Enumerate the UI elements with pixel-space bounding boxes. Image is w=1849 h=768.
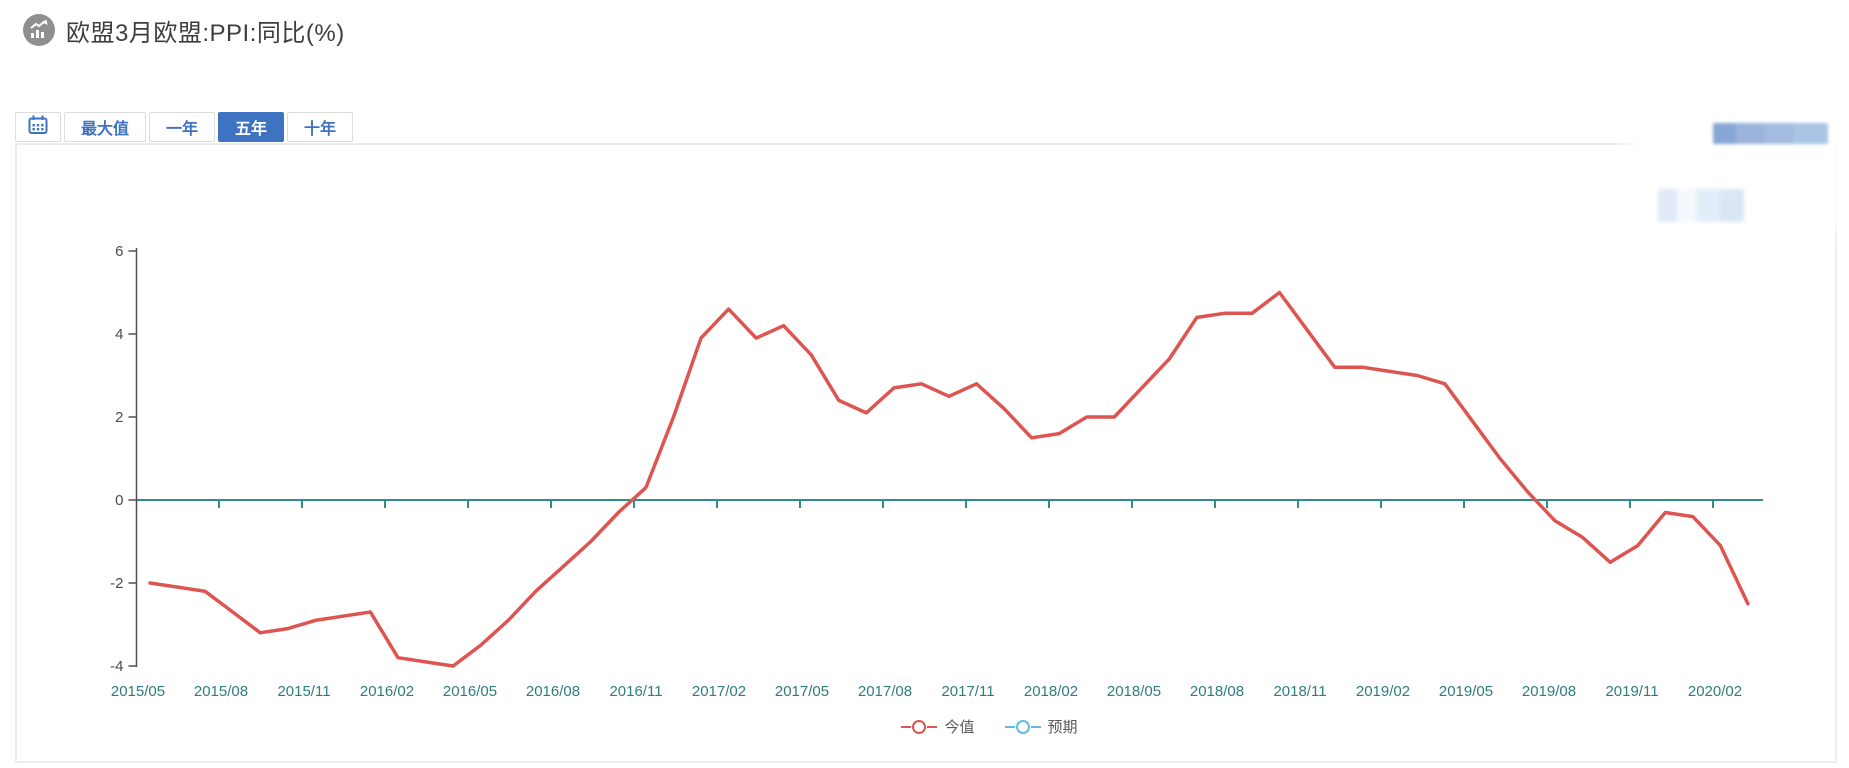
y-tick-label: -4	[110, 658, 123, 675]
chart-legend: 今值 预期	[901, 716, 1078, 737]
range-button-one-year[interactable]: 一年	[149, 112, 216, 142]
x-tick-label: 2015/05	[111, 683, 165, 700]
range-button-ten-year[interactable]: 十年	[287, 112, 354, 142]
x-tick-label: 2016/05	[443, 683, 497, 700]
x-tick-label: 2020/02	[1688, 683, 1742, 700]
x-tick-label: 2016/11	[609, 683, 662, 700]
x-tick-label: 2016/02	[360, 683, 414, 700]
y-tick-label: 4	[115, 326, 123, 343]
range-button-max[interactable]: 最大值	[64, 112, 147, 142]
legend-item-0[interactable]: 今值	[901, 716, 975, 737]
x-tick-label: 2019/11	[1605, 683, 1658, 700]
page-title: 欧盟3月欧盟:PPI:同比(%)	[66, 19, 345, 47]
x-tick-label: 2017/11	[941, 683, 994, 700]
calendar-icon	[28, 115, 48, 140]
legend-label-1: 预期	[1047, 719, 1078, 736]
time-range-toolbar: 最大值 一年 五年 十年	[15, 112, 354, 142]
y-tick-label: 2	[115, 409, 123, 426]
range-buttons: 最大值 一年 五年 十年	[64, 112, 354, 142]
legend-label-0: 今值	[944, 719, 975, 736]
blurred-watermark-badge	[1713, 123, 1828, 144]
y-tick-label: -2	[110, 575, 123, 592]
header: 欧盟3月欧盟:PPI:同比(%)	[22, 12, 345, 48]
calendar-button[interactable]	[15, 112, 61, 142]
x-tick-label: 2018/02	[1024, 683, 1078, 700]
x-tick-label: 2015/11	[277, 683, 330, 700]
x-tick-label: 2015/08	[194, 683, 248, 700]
x-tick-label: 2018/05	[1107, 683, 1161, 700]
y-tick-label: 6	[115, 243, 123, 260]
x-tick-label: 2017/02	[692, 683, 746, 700]
blurred-watermark-squares	[1658, 189, 1744, 222]
legend-marker-icon	[901, 719, 938, 734]
y-tick-label: 0	[115, 492, 123, 509]
legend-marker-icon	[1004, 719, 1041, 734]
x-tick-label: 2018/08	[1190, 683, 1244, 700]
x-tick-label: 2017/05	[775, 683, 829, 700]
x-tick-label: 2018/11	[1273, 683, 1326, 700]
actual-line	[148, 290, 1750, 668]
legend-wrap: 今值 预期	[0, 716, 1849, 737]
x-tick-label: 2019/02	[1356, 683, 1410, 700]
x-tick-label: 2019/08	[1522, 683, 1576, 700]
x-tick-label: 2016/08	[526, 683, 580, 700]
x-tick-label: 2019/05	[1439, 683, 1493, 700]
range-button-five-year[interactable]: 五年	[218, 112, 285, 142]
chart-line-icon	[22, 13, 56, 47]
legend-item-1[interactable]: 预期	[1004, 716, 1078, 737]
chart-panel	[15, 143, 1837, 763]
x-tick-label: 2017/08	[858, 683, 912, 700]
